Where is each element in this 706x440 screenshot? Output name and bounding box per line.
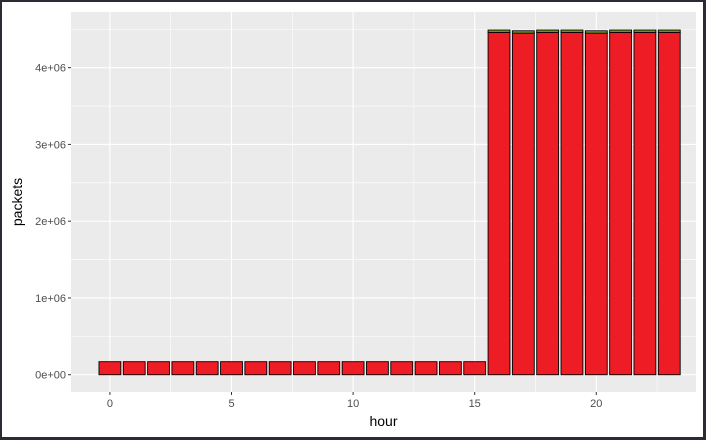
- y-axis-title: packets: [9, 178, 25, 226]
- bar-cap: [560, 29, 584, 33]
- bar: [609, 31, 633, 376]
- bar-cap: [487, 29, 511, 33]
- bar: [414, 361, 438, 376]
- bar: [633, 31, 657, 376]
- bars: [98, 29, 681, 376]
- y-axis: 0e+00 1e+06 2e+06 3e+06 4e+06: [35, 63, 71, 382]
- x-tick-label: 5: [228, 398, 234, 410]
- x-axis: 0 5 10 15 20: [107, 392, 602, 410]
- bar: [195, 361, 219, 376]
- bar: [171, 361, 195, 376]
- bar: [584, 32, 608, 376]
- y-tick-label: 4e+06: [35, 63, 66, 75]
- bar: [98, 361, 122, 376]
- y-tick-label: 3e+06: [35, 139, 66, 151]
- bar: [560, 31, 584, 376]
- x-tick-label: 10: [347, 398, 359, 410]
- bar: [390, 361, 414, 376]
- bar: [122, 361, 146, 376]
- bar: [487, 31, 511, 376]
- x-tick-label: 0: [107, 398, 113, 410]
- x-tick-label: 20: [590, 398, 602, 410]
- y-tick-label: 2e+06: [35, 216, 66, 228]
- bar: [317, 361, 341, 376]
- bar: [220, 361, 243, 376]
- bar-cap: [657, 29, 681, 33]
- y-tick-label: 1e+06: [35, 293, 66, 305]
- y-tick-label: 0e+00: [35, 370, 66, 382]
- bar: [341, 361, 365, 376]
- bar: [463, 361, 487, 376]
- bar-cap: [633, 29, 657, 33]
- bar-cap: [511, 30, 535, 34]
- bar: [366, 361, 389, 376]
- bar: [511, 32, 535, 376]
- bar: [536, 31, 560, 376]
- x-tick-label: 15: [469, 398, 481, 410]
- bar: [147, 361, 170, 376]
- bar: [268, 361, 292, 376]
- bar: [244, 361, 268, 376]
- bar-cap: [584, 30, 608, 34]
- bar: [657, 31, 681, 376]
- bar-cap: [536, 29, 560, 33]
- bar-cap: [609, 29, 633, 33]
- x-axis-title: hour: [369, 413, 397, 429]
- bar: [438, 361, 462, 376]
- bar: [293, 361, 316, 376]
